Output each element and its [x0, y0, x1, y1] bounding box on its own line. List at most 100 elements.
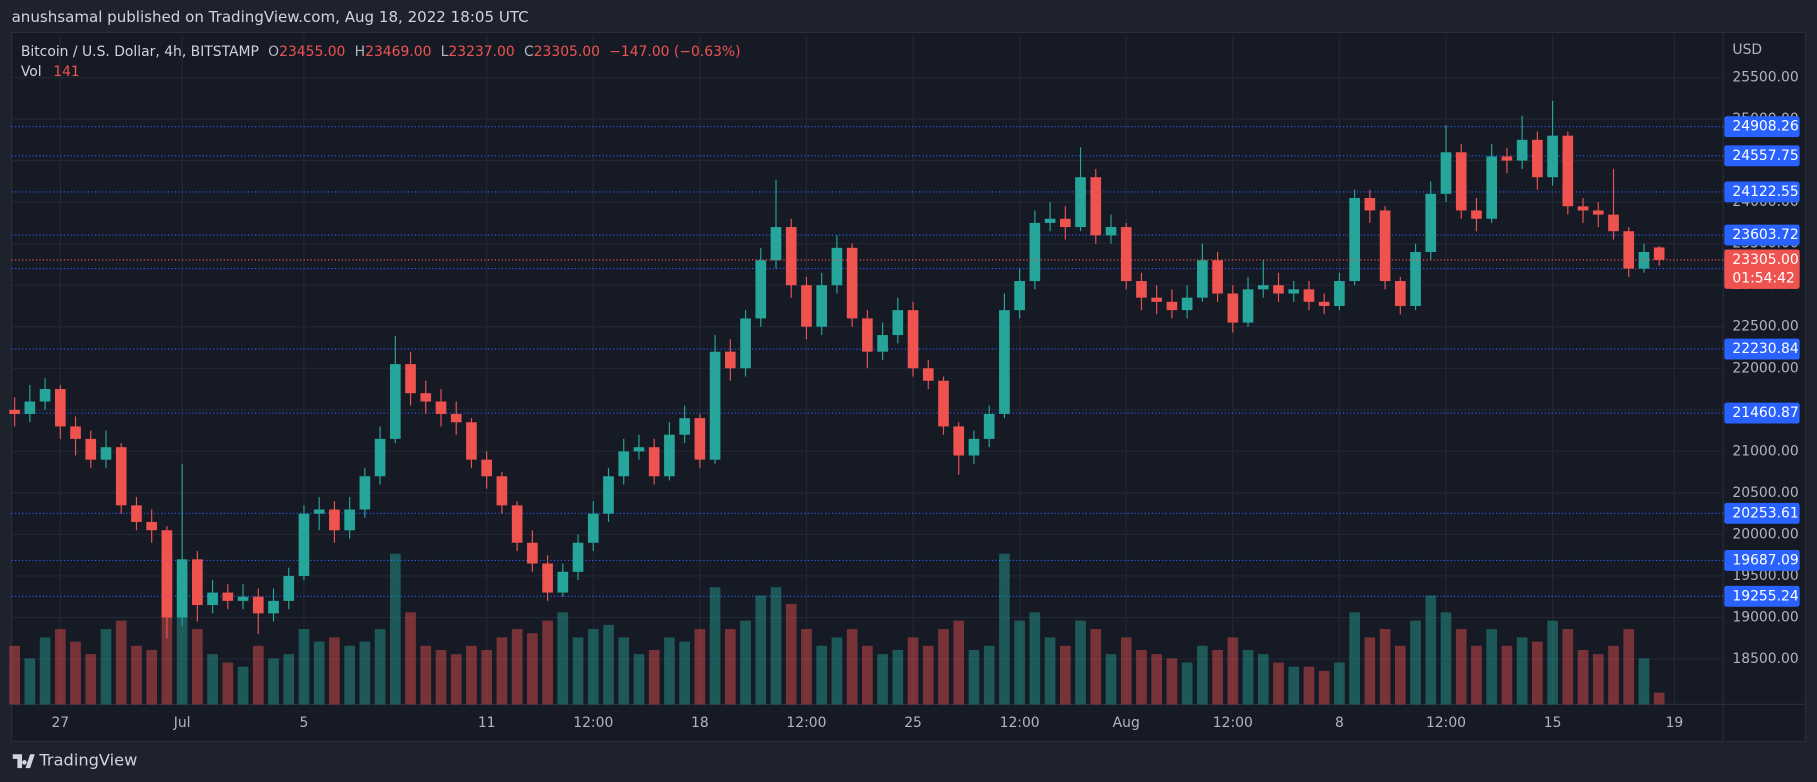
logo: TradingView: [12, 751, 137, 770]
candle-body: [785, 227, 797, 286]
candle-body: [1364, 197, 1376, 211]
volume-bar: [1151, 654, 1163, 705]
volume-bar: [1334, 662, 1345, 705]
y-tick-label: 25500.00: [1732, 70, 1798, 86]
volume-bar: [542, 620, 553, 705]
level-label: 21460.87: [1732, 405, 1798, 421]
volume-bar: [1303, 666, 1315, 705]
volume-bar: [1044, 637, 1056, 705]
candle-body: [877, 335, 888, 352]
candle-body: [1242, 289, 1254, 323]
candle-body: [389, 364, 401, 439]
candle-body: [1090, 177, 1102, 236]
level-label-bg: [1724, 549, 1800, 571]
candle-body: [1166, 301, 1178, 311]
volume-bar: [115, 620, 127, 705]
candle-body: [222, 592, 234, 601]
volume-bar: [85, 654, 97, 705]
candle-body: [587, 513, 599, 543]
volume-bar: [435, 649, 447, 705]
candle-body: [9, 409, 20, 414]
candle-body: [85, 438, 97, 460]
level-label: 24908.26: [1732, 119, 1798, 135]
volume-bar: [54, 629, 66, 705]
volume-bar: [237, 666, 249, 705]
volume-bar: [1227, 637, 1239, 705]
candle-body: [1653, 247, 1665, 260]
candle-body: [1501, 156, 1513, 161]
candle-body: [420, 393, 432, 402]
volume-bar: [1029, 612, 1041, 705]
volume-bar: [1166, 658, 1178, 705]
volume-bar: [862, 645, 873, 705]
volume-bar: [892, 649, 904, 705]
candle-body: [1349, 197, 1360, 282]
candle-body: [1318, 301, 1330, 306]
volume-bar: [1653, 692, 1665, 705]
volume-bar: [1608, 645, 1619, 705]
candle-body: [1288, 289, 1300, 294]
volume-bar: [1486, 629, 1498, 705]
volume-bar: [1059, 645, 1071, 705]
volume-bar: [1120, 637, 1132, 705]
volume-bar: [298, 629, 310, 705]
legend-value: 23237.00: [448, 44, 514, 60]
volume-bar: [329, 637, 340, 705]
candle-body: [496, 476, 508, 506]
volume-bar: [389, 553, 401, 705]
candle-body: [1440, 152, 1452, 194]
volume-bar: [587, 629, 599, 705]
y-tick-label: 20500.00: [1732, 485, 1798, 501]
volume-bar: [1242, 649, 1254, 705]
volume-bar: [496, 637, 508, 705]
volume-bar: [603, 624, 614, 705]
volume-bar: [222, 662, 234, 705]
volume-bar: [313, 641, 325, 705]
level-label: 23603.72: [1732, 227, 1798, 243]
candle-body: [70, 426, 81, 439]
candle-body: [268, 600, 279, 614]
volume-bar: [633, 654, 645, 705]
volume-bar: [557, 612, 569, 705]
x-tick-label: 15: [1544, 715, 1562, 731]
candle-body: [115, 447, 127, 506]
candle-body: [298, 513, 310, 576]
candle-body: [755, 260, 767, 319]
volume-bar: [1288, 666, 1300, 705]
candle-body: [1059, 218, 1071, 228]
candle-body: [207, 592, 218, 606]
volume-bar: [1394, 645, 1406, 705]
candle-body: [557, 571, 569, 593]
volume-bar: [192, 629, 203, 705]
volume-bar: [1516, 637, 1528, 705]
level-label-bg: [1724, 145, 1800, 167]
volume-bar: [1197, 645, 1208, 705]
candle-body: [1105, 227, 1117, 236]
candle-body: [161, 530, 173, 618]
countdown: 01:54:42: [1732, 270, 1794, 286]
volume-bar: [846, 629, 858, 705]
x-tick-label: Aug: [1113, 715, 1140, 731]
volume-bar: [100, 629, 112, 705]
candle-body: [1029, 222, 1041, 282]
candle-body: [1075, 177, 1086, 228]
volume-bar: [983, 645, 995, 705]
volume-bar: [572, 637, 584, 705]
volume-bar: [450, 654, 462, 705]
legend-value: 23469.00: [365, 44, 431, 60]
candle-body: [1227, 293, 1239, 323]
level-label: 24557.75: [1732, 148, 1798, 164]
legend-key: L: [441, 44, 449, 60]
candle-body: [1273, 285, 1284, 294]
level-label-bg: [1724, 502, 1800, 524]
candle-body: [1486, 156, 1498, 219]
candle-body: [283, 575, 295, 601]
candle-body: [1577, 206, 1589, 211]
candle-body: [252, 596, 264, 614]
candle-body: [450, 413, 462, 423]
legend-change: −147.00 (−0.63%): [609, 44, 740, 60]
candle-body: [953, 426, 965, 456]
candle-body: [831, 247, 843, 286]
candle-body: [1394, 281, 1406, 306]
volume-bar: [694, 629, 706, 705]
